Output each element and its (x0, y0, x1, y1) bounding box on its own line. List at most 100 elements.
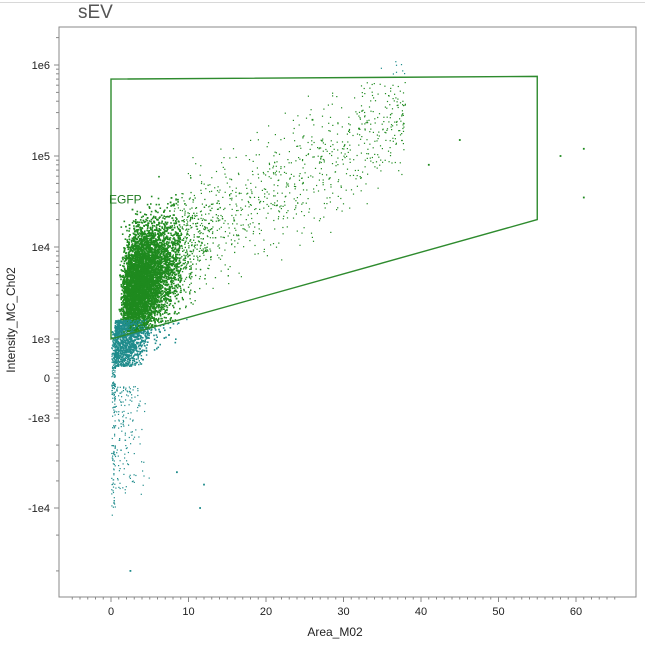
data-point (155, 210, 157, 213)
data-point (136, 231, 139, 234)
data-point (196, 215, 198, 217)
data-point (158, 203, 160, 206)
data-point (153, 310, 155, 312)
data-point (148, 332, 151, 335)
data-point (146, 219, 148, 222)
data-point (120, 278, 122, 281)
data-point (212, 242, 214, 244)
data-point (149, 244, 151, 247)
data-point (154, 321, 156, 323)
data-point (180, 287, 182, 289)
data-point (165, 271, 167, 273)
data-point (161, 256, 163, 258)
data-point (157, 264, 159, 266)
data-point (186, 249, 188, 251)
data-point (168, 238, 170, 241)
data-point (158, 236, 160, 239)
data-point (147, 316, 149, 319)
data-point (177, 248, 180, 250)
data-point (179, 280, 182, 282)
data-point (157, 306, 160, 308)
data-point (125, 252, 127, 254)
data-point (121, 289, 124, 291)
data-point (140, 243, 142, 246)
data-point (149, 308, 152, 311)
data-point (164, 284, 167, 286)
data-point (169, 286, 171, 289)
data-point (211, 232, 214, 235)
data-point (175, 199, 177, 201)
data-point (132, 248, 135, 251)
data-point (174, 238, 176, 241)
data-point (142, 337, 144, 339)
data-point (149, 227, 152, 229)
data-point (180, 291, 182, 293)
data-point (167, 313, 170, 316)
data-point (146, 334, 149, 336)
data-point (216, 208, 219, 210)
data-point (142, 312, 145, 315)
data-point (171, 250, 173, 252)
data-point (164, 309, 167, 312)
data-point (136, 336, 138, 338)
data-point (145, 252, 147, 255)
data-point (154, 216, 157, 218)
data-point (120, 293, 123, 295)
data-point (148, 298, 150, 301)
data-point (133, 233, 135, 235)
data-point (173, 250, 175, 253)
data-point (178, 312, 180, 314)
data-point (125, 300, 127, 302)
data-point (119, 310, 121, 313)
data-point (159, 231, 161, 234)
data-point (132, 240, 135, 243)
data-point (151, 269, 154, 272)
data-point (129, 249, 131, 251)
data-point (195, 268, 197, 270)
data-point (176, 287, 179, 289)
data-point (145, 313, 148, 315)
data-point (172, 280, 175, 282)
data-point (123, 220, 126, 223)
data-point (137, 247, 140, 250)
data-point (135, 258, 137, 260)
data-point (184, 236, 186, 238)
data-point (151, 243, 153, 245)
data-point (136, 248, 139, 251)
data-point (198, 236, 200, 238)
data-point (154, 314, 156, 317)
data-point (140, 308, 142, 310)
data-point (145, 224, 147, 226)
data-point (131, 237, 134, 240)
data-point (122, 309, 125, 311)
data-point (137, 229, 139, 231)
data-point (136, 213, 139, 216)
data-point (193, 236, 195, 238)
data-point (143, 241, 145, 244)
data-point (133, 283, 136, 286)
data-point (137, 248, 140, 251)
data-point (175, 263, 177, 265)
data-point (192, 222, 194, 225)
data-point (122, 276, 125, 279)
data-point (122, 265, 124, 267)
data-point (155, 307, 157, 309)
data-point (185, 276, 188, 279)
data-point (154, 311, 157, 313)
data-point (157, 346, 160, 349)
data-point (150, 218, 153, 221)
data-point (166, 235, 168, 237)
data-point (123, 262, 125, 265)
data-point (149, 263, 151, 265)
data-point (125, 279, 127, 282)
data-point (139, 235, 141, 237)
data-point (151, 311, 153, 314)
data-point (160, 241, 163, 244)
data-point (120, 283, 123, 286)
data-point (139, 312, 141, 314)
data-point (144, 314, 147, 317)
data-point (127, 255, 130, 258)
data-point (174, 310, 176, 313)
data-point (175, 202, 178, 205)
data-point (131, 246, 134, 248)
